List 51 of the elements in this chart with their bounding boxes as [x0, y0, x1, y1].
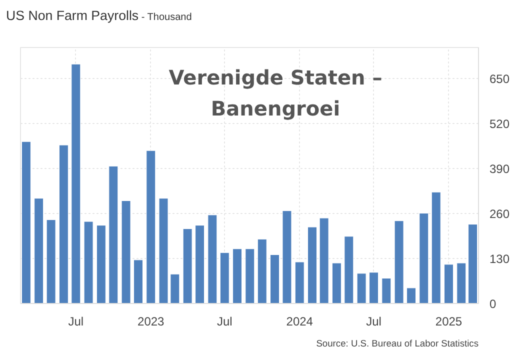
- bar: [406, 288, 416, 304]
- bar: [431, 192, 441, 304]
- y-tick-label: 260: [490, 207, 510, 222]
- bar: [468, 224, 478, 304]
- y-tick-label: 390: [490, 162, 510, 176]
- bar: [84, 221, 94, 304]
- bar: [332, 262, 342, 304]
- chart-title: US Non Farm Payrolls: [6, 8, 139, 23]
- bar: [232, 248, 242, 304]
- bar: [456, 262, 466, 304]
- bar: [134, 260, 143, 304]
- x-tick-label: 2025: [435, 314, 462, 328]
- bar: [46, 220, 56, 304]
- bar: [182, 228, 192, 304]
- bar: [21, 141, 31, 304]
- bar: [270, 254, 280, 304]
- bar: [245, 248, 255, 304]
- x-tick-label: Jul: [68, 314, 84, 328]
- y-tick-label: 650: [490, 72, 510, 86]
- x-tick-label: 2024: [286, 314, 314, 328]
- bar: [382, 278, 392, 304]
- bar: [34, 198, 44, 304]
- bar: [220, 252, 230, 304]
- bar: [282, 210, 292, 304]
- bar: [294, 262, 304, 304]
- bar: [369, 272, 379, 304]
- y-tick-label: 520: [490, 117, 510, 132]
- bar: [58, 144, 68, 304]
- bar: [195, 225, 205, 304]
- annotation: Verenigde Staten – Banengroei: [168, 65, 382, 121]
- bar: [96, 225, 106, 304]
- bar: [356, 273, 366, 304]
- bar: [444, 264, 454, 304]
- y-tick-label: 0: [490, 297, 496, 311]
- bar: [419, 212, 429, 304]
- source-note: Source: U.S. Bureau of Labor Statistics: [316, 338, 479, 348]
- x-tick-label: Jul: [216, 314, 232, 328]
- bar: [121, 200, 131, 304]
- bar: [71, 64, 81, 304]
- x-tick-label: Jul: [366, 314, 382, 328]
- bar: [319, 218, 329, 304]
- y-tick-label: 130: [490, 252, 510, 266]
- bar: [108, 166, 118, 304]
- bar: [394, 220, 404, 304]
- bar: [208, 214, 218, 304]
- bar: [257, 238, 267, 304]
- x-tick-label: 2023: [138, 314, 165, 328]
- bar: [146, 150, 156, 304]
- bar: [344, 236, 354, 304]
- chart-subtitle: - Thousand: [140, 12, 192, 23]
- bar: [308, 226, 317, 304]
